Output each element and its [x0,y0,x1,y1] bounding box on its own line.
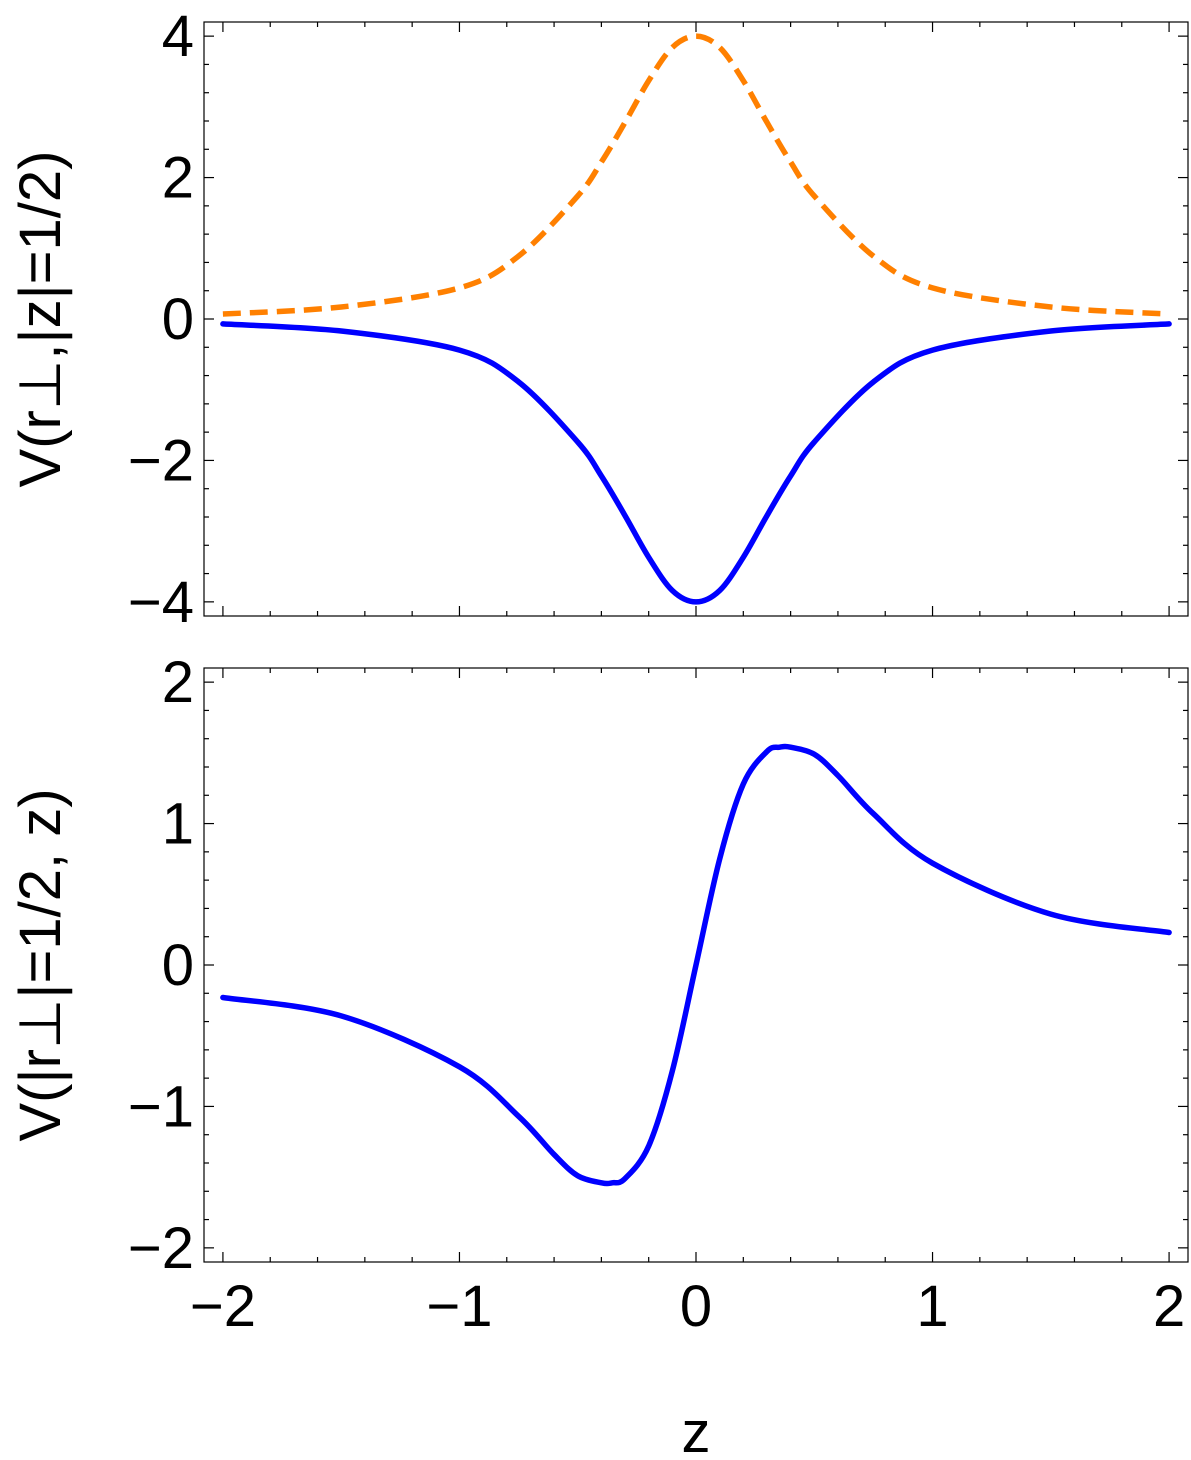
y-tick-label: 1 [162,792,194,857]
y-tick-label: −2 [128,1216,194,1281]
series-line-dashed [222,33,1170,317]
x-tick-label: −1 [426,1274,492,1339]
y-tick-label: −1 [128,1074,194,1139]
x-tick-label: 1 [916,1274,948,1339]
series-line-solid [220,743,1172,1187]
y-tick-label: 2 [162,650,194,715]
x-tick-label: −2 [190,1274,256,1339]
y-tick-label: −2 [128,428,194,493]
y-tick-label: 0 [162,287,194,352]
x-axis-label: z [682,1400,711,1460]
y-axis-label: V(r⊥,|z|=1/2) [8,151,73,488]
series-line-solid [220,321,1172,605]
y-tick-label: 2 [162,146,194,211]
y-tick-label: 0 [162,933,194,998]
y-axis-label: V(|r⊥|=1/2, z) [8,788,73,1141]
x-tick-label: 2 [1153,1274,1185,1339]
bottom-panel: 2 1 0 −1 −2−2 −1 0 1 2 V(|r⊥|=1/2, z) z [8,650,1189,1460]
plot-frame [203,21,1189,617]
top-panel: 4 2 0 −2 −4 V(r⊥,|z|=1/2) [8,4,1189,635]
y-tick-label: −4 [128,570,194,635]
x-tick-label: 0 [680,1274,712,1339]
y-tick-label: 4 [162,4,194,69]
